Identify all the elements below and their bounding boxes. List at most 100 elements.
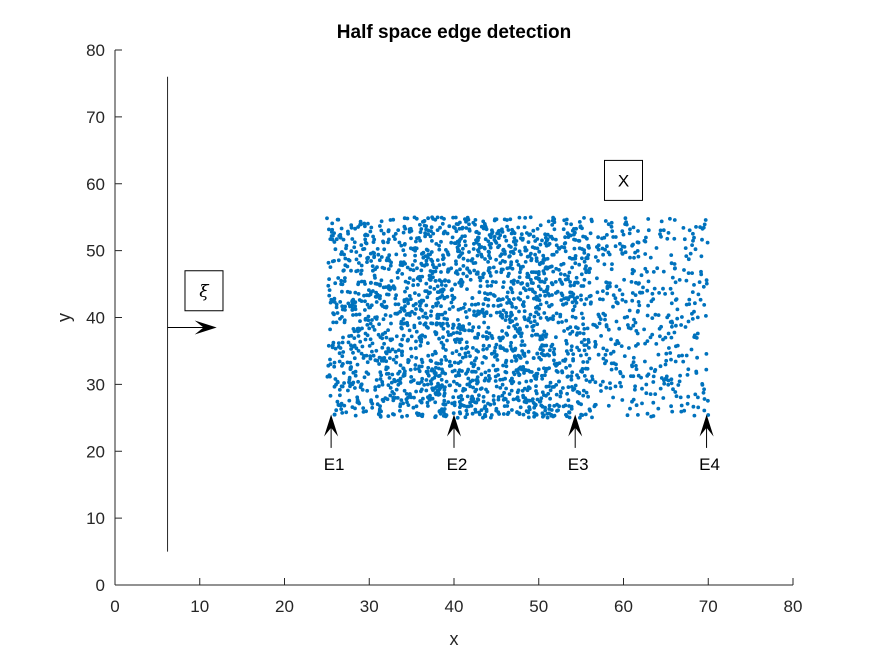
scatter-point: [659, 324, 663, 329]
scatter-point: [450, 235, 455, 240]
scatter-point: [455, 245, 460, 250]
scatter-point: [384, 335, 389, 340]
scatter-point: [576, 238, 581, 243]
scatter-point: [681, 226, 686, 230]
scatter-point: [622, 277, 626, 282]
scatter-point: [463, 302, 467, 306]
scatter-point: [457, 383, 462, 388]
scatter-point: [533, 252, 537, 257]
scatter-point: [461, 256, 466, 261]
scatter-point: [417, 316, 421, 320]
scatter-point: [579, 297, 583, 302]
scatter-point: [535, 397, 540, 402]
edge-arrow: [324, 414, 339, 448]
scatter-point: [383, 396, 388, 401]
scatter-point: [659, 219, 664, 224]
scatter-point: [665, 236, 670, 241]
scatter-point: [668, 286, 673, 291]
scatter-point: [575, 373, 579, 377]
scatter-point: [394, 334, 399, 339]
scatter-point: [492, 401, 497, 406]
scatter-point: [461, 246, 465, 251]
scatter-point: [561, 386, 565, 390]
scatter-point: [375, 265, 379, 270]
scatter-point: [417, 369, 422, 374]
scatter-point: [353, 413, 358, 418]
scatter-point: [353, 373, 358, 378]
scatter-point: [359, 382, 364, 387]
scatter-point: [365, 260, 369, 264]
scatter-point: [379, 228, 384, 233]
scatter-point: [520, 388, 525, 393]
scatter-point: [587, 246, 591, 250]
scatter-point: [512, 372, 517, 377]
annotation-text: ξ: [199, 282, 210, 302]
scatter-point: [443, 229, 447, 234]
scatter-point: [572, 246, 577, 251]
scatter-point: [348, 384, 352, 389]
scatter-point: [704, 367, 709, 372]
scatter-point: [451, 411, 456, 415]
scatter-point: [661, 228, 666, 233]
scatter-point: [545, 232, 550, 237]
x-tick-label: 0: [110, 597, 119, 616]
scatter-point: [442, 296, 447, 301]
scatter-point: [706, 413, 711, 417]
scatter-point: [645, 313, 650, 318]
scatter-point: [526, 318, 531, 323]
scatter-point: [498, 303, 503, 307]
scatter-point: [366, 314, 371, 319]
scatter-point: [350, 298, 355, 303]
scatter-point: [445, 338, 449, 343]
scatter-point: [435, 228, 440, 233]
scatter-point: [451, 395, 456, 400]
scatter-point: [392, 412, 396, 417]
scatter-point: [570, 300, 575, 305]
scatter-point: [428, 269, 433, 273]
scatter-point: [433, 415, 437, 420]
scatter-point: [670, 275, 675, 280]
scatter-point: [565, 296, 570, 301]
scatter-point: [543, 334, 548, 339]
scatter-point: [564, 318, 569, 323]
scatter-point: [465, 394, 470, 399]
scatter-point: [396, 371, 400, 376]
scatter-point: [441, 335, 445, 340]
scatter-point: [603, 361, 607, 366]
scatter-point: [340, 354, 345, 359]
scatter-point: [554, 237, 558, 242]
scatter-point: [430, 396, 435, 401]
scatter-point: [515, 279, 520, 284]
scatter-point: [500, 382, 505, 387]
scatter-point: [509, 340, 513, 345]
scatter-point: [440, 293, 445, 298]
scatter-point: [468, 354, 472, 358]
scatter-point: [619, 384, 623, 389]
scatter-point: [337, 359, 342, 364]
scatter-point: [371, 268, 375, 273]
scatter-point: [479, 372, 484, 377]
scatter-point: [632, 255, 636, 260]
scatter-point: [498, 310, 502, 315]
scatter-point: [411, 278, 416, 282]
scatter-point: [561, 261, 566, 266]
scatter-point: [430, 352, 435, 357]
scatter-point: [357, 312, 362, 317]
scatter-point: [562, 272, 567, 277]
scatter-point: [459, 236, 463, 241]
scatter-point: [549, 344, 554, 349]
scatter-point: [642, 327, 646, 332]
scatter-point: [582, 343, 587, 347]
scatter-point: [614, 319, 619, 324]
scatter-point: [406, 301, 410, 306]
scatter-point: [643, 266, 648, 271]
boxed-annotation: ξ: [184, 270, 224, 312]
scatter-point: [531, 356, 536, 360]
scatter-point: [356, 225, 360, 229]
scatter-point: [573, 254, 578, 258]
scatter-point: [595, 325, 599, 329]
scatter-point: [580, 256, 584, 261]
scatter-point: [496, 397, 501, 402]
scatter-point: [615, 301, 620, 305]
scatter-point: [506, 325, 511, 330]
